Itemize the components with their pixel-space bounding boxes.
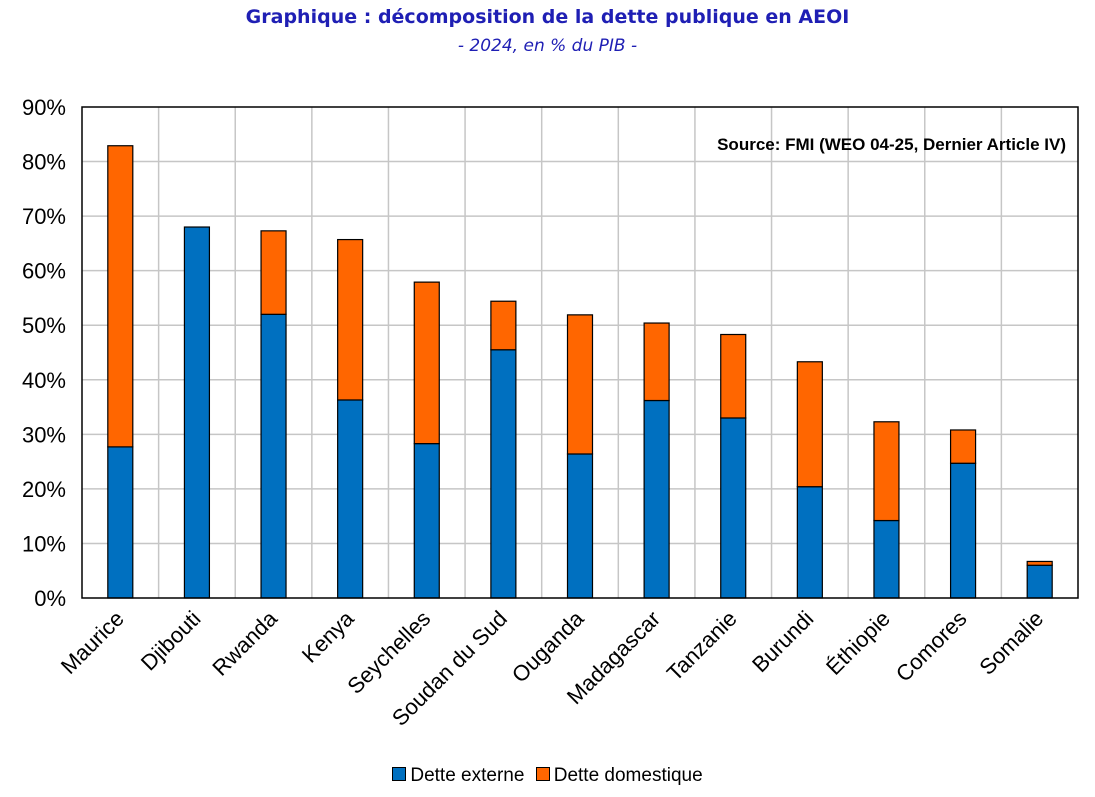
stacked-bar-chart: 0% 10% 20% 30% 40% 50% 60% 70% 80% 90% Maurice Dji…	[22, 95, 1079, 731]
x-tick-label: Rwanda	[207, 605, 282, 680]
plot-area-border	[81, 106, 1079, 599]
x-tick-label: Éthiopie	[821, 606, 895, 680]
bar-dette-domestique	[566, 314, 594, 455]
legend-swatch-dette-domestique	[535, 767, 550, 781]
bar-dette-externe	[183, 226, 211, 599]
bar-dette-domestique	[337, 238, 364, 401]
bar-dette-externe	[413, 443, 440, 599]
y-tick-label: 60%	[22, 259, 66, 284]
bar-dette-domestique	[873, 421, 900, 522]
bar-dette-domestique	[643, 322, 670, 402]
legend-label-dette-externe: Dette externe	[410, 765, 525, 786]
x-tick-label: Somalie	[974, 606, 1048, 680]
y-tick-label: 10%	[22, 531, 66, 556]
legend: Dette externe Dette domestique	[0, 765, 1095, 787]
chart-subtitle: - 2024, en % du PIB -	[457, 36, 638, 56]
y-tick-label: 70%	[22, 204, 66, 229]
y-tick-label: 90%	[22, 95, 66, 120]
legend-label-dette-domestique: Dette domestique	[553, 765, 703, 786]
chart-title: Graphique : décomposition de la dette pu…	[245, 6, 850, 28]
x-axis: Maurice Djibouti Rwanda KenyaSeychellesSoud…	[56, 605, 1048, 730]
bar-dette-externe	[107, 446, 134, 599]
x-tick-label: Tanzanie	[662, 606, 742, 686]
gridlines	[82, 107, 1078, 598]
bar-dette-domestique	[260, 230, 287, 315]
legend-item-dette-externe: Dette externe	[392, 765, 524, 787]
bar-dette-domestique	[107, 145, 134, 448]
bar-dette-externe	[796, 486, 823, 599]
legend-swatch-dette-externe	[392, 767, 407, 781]
y-tick-label: 20%	[22, 477, 66, 502]
bars	[107, 145, 1053, 599]
x-tick-label: Comores	[891, 606, 972, 687]
y-tick-label: 30%	[22, 422, 66, 447]
x-tick-label: Burundi	[747, 606, 818, 677]
bar-dette-externe	[566, 453, 594, 599]
x-tick-label: Maurice	[56, 606, 129, 679]
bar-dette-domestique	[413, 281, 440, 445]
bar-dette-domestique	[720, 333, 747, 419]
bar-dette-externe	[720, 417, 747, 599]
source-annotation: Source: FMI (WEO 04-25, Dernier Article …	[717, 135, 1066, 154]
bar-dette-externe	[490, 349, 517, 599]
bar-dette-externe	[1026, 564, 1053, 599]
bar-dette-domestique	[1026, 560, 1053, 566]
legend-item-dette-domestique: Dette domestique	[535, 765, 703, 787]
y-axis: 0% 10% 20% 30% 40% 50% 60% 70% 80% 90%	[22, 95, 66, 611]
bar-dette-domestique	[490, 300, 517, 351]
x-tick-label: Djibouti	[136, 606, 206, 676]
x-tick-label: Kenya	[297, 605, 359, 667]
y-tick-label: 80%	[22, 150, 66, 175]
bar-dette-externe	[949, 462, 977, 599]
y-tick-label: 0%	[34, 586, 66, 611]
bar-dette-domestique	[949, 429, 977, 464]
y-tick-label: 40%	[22, 368, 66, 393]
bar-dette-externe	[337, 399, 364, 599]
bar-dette-externe	[643, 399, 670, 599]
y-tick-label: 50%	[22, 313, 66, 338]
bar-dette-externe	[873, 519, 900, 599]
bar-dette-externe	[260, 313, 287, 599]
bar-dette-domestique	[796, 361, 823, 488]
